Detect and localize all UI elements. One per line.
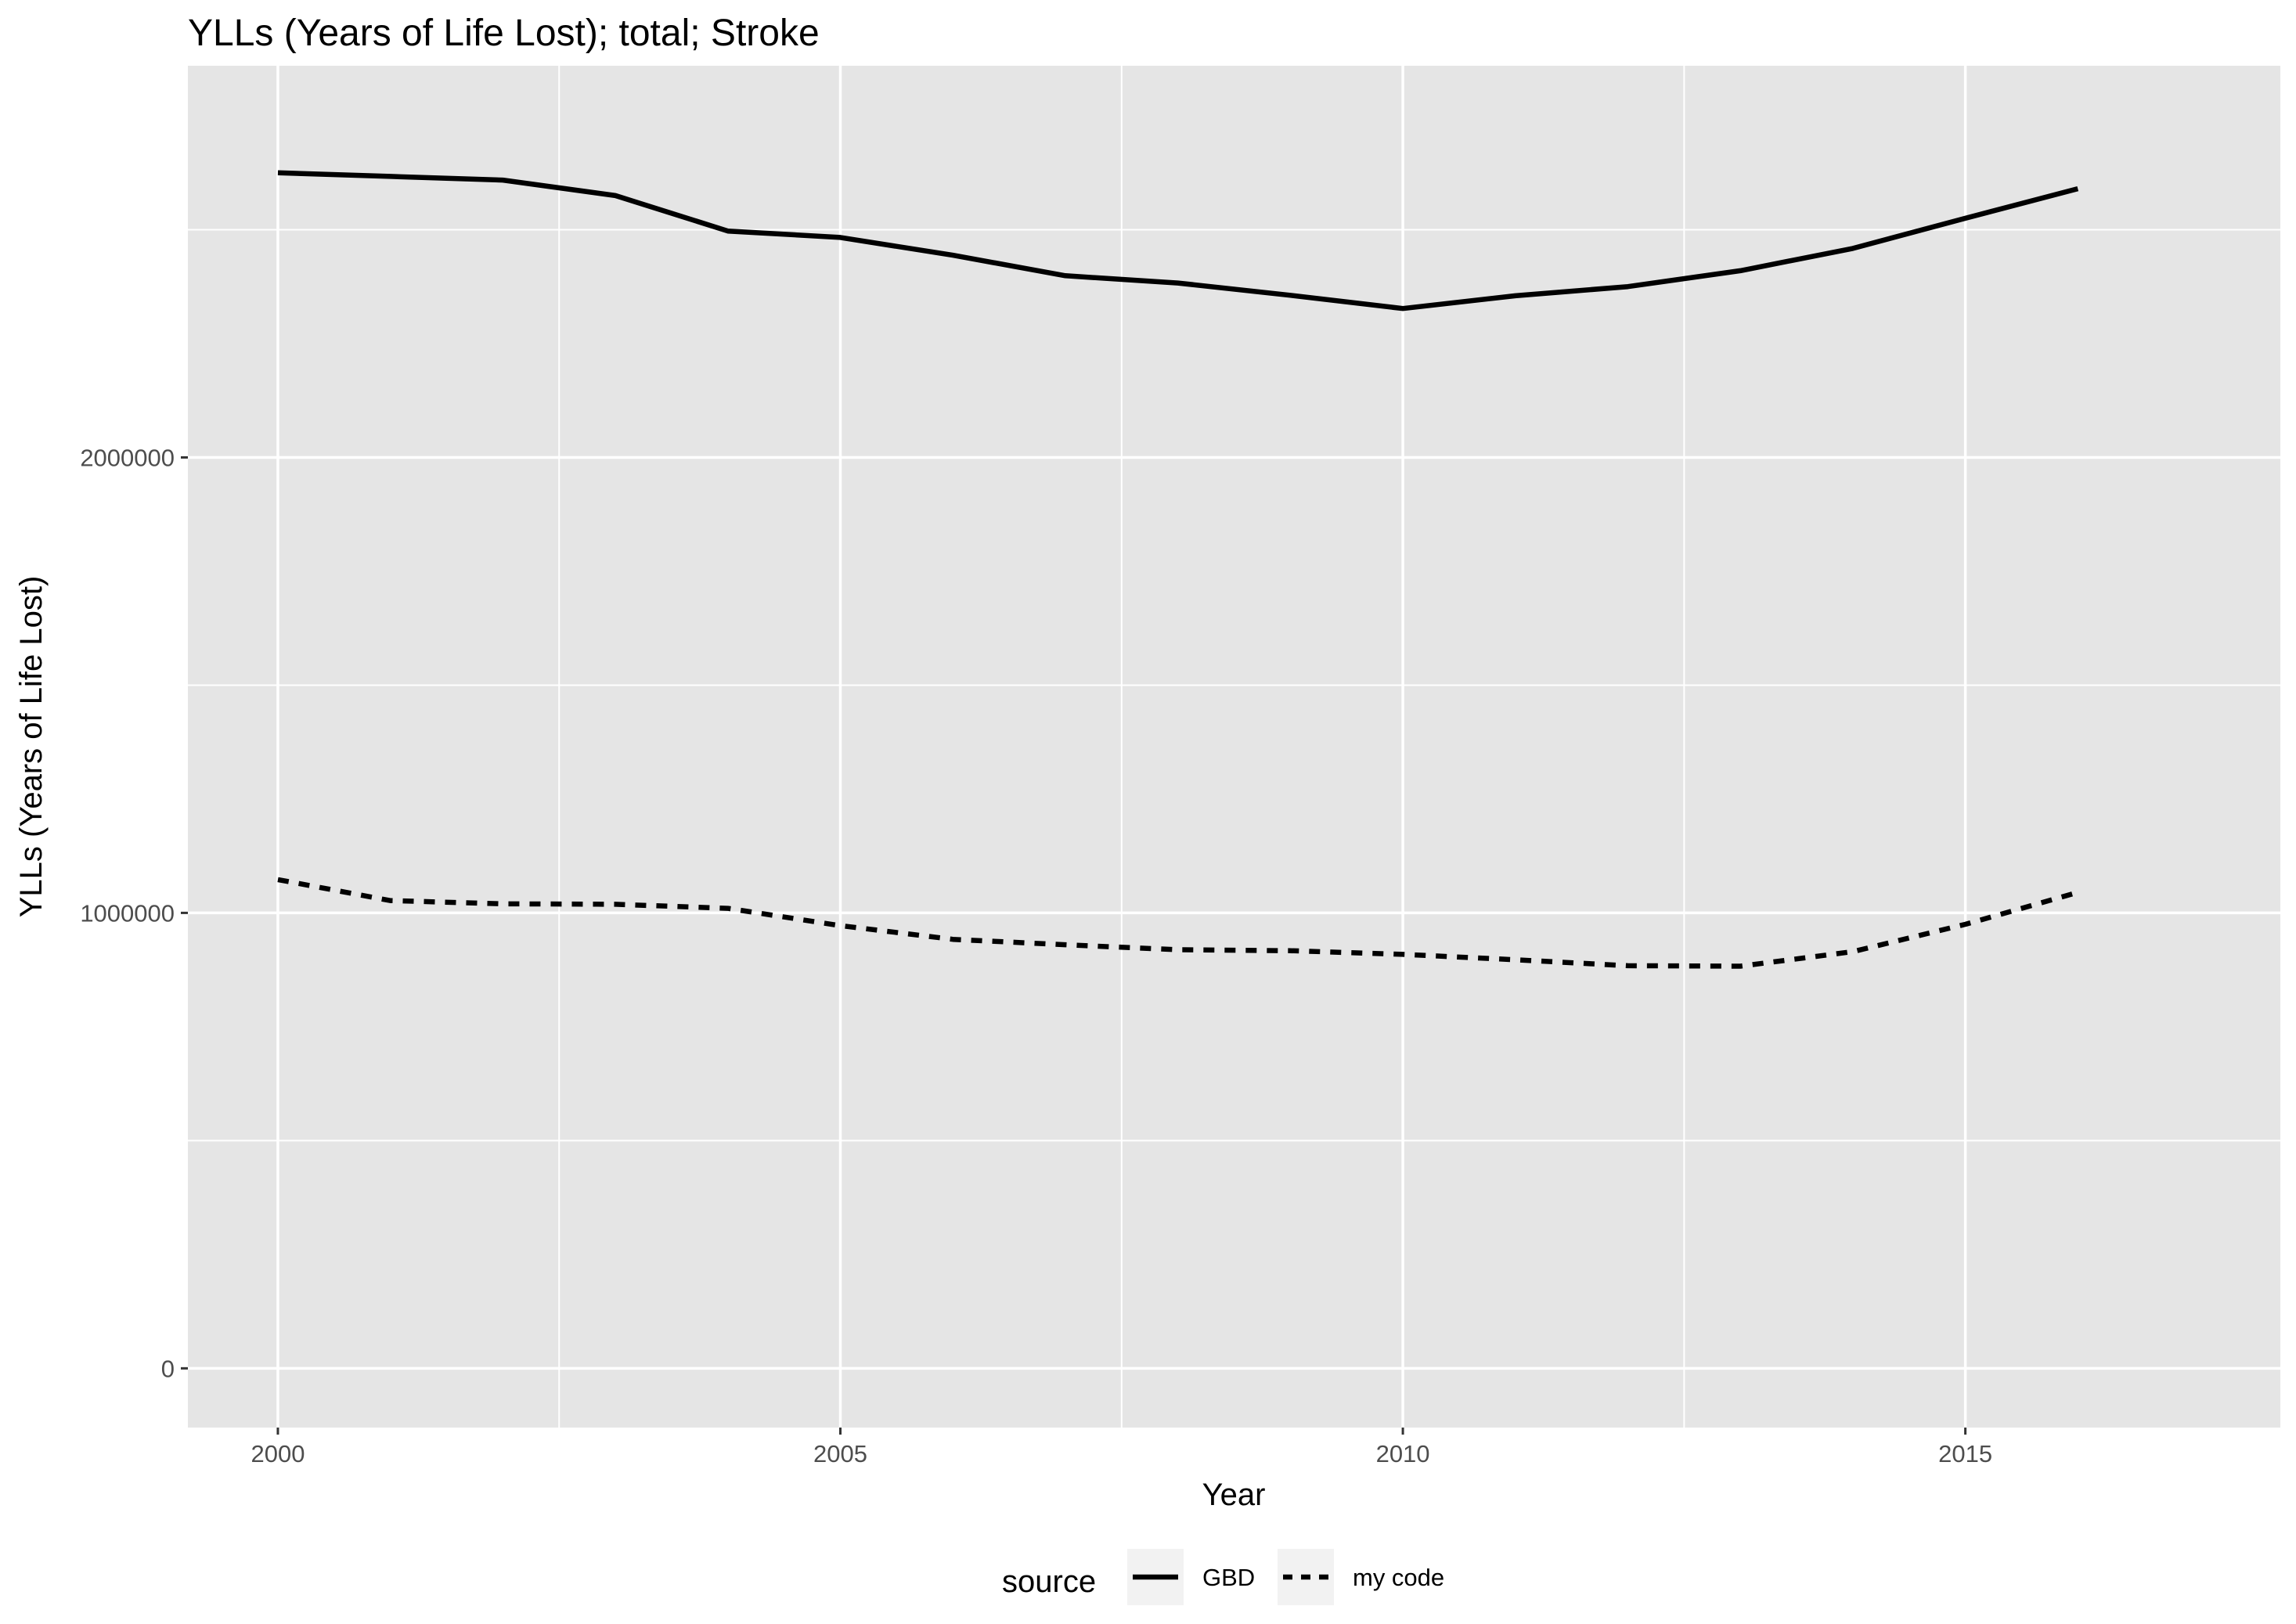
series-lines	[277, 170, 2079, 969]
x-tick-label: 2005	[813, 1440, 867, 1467]
grid-major	[188, 66, 2280, 1428]
legend-label-gbd: GBD	[1202, 1564, 1255, 1591]
x-axis-title: Year	[1202, 1478, 1266, 1512]
x-axis: 2000 2005 2010 2015	[251, 1428, 1992, 1467]
y-axis-title: YLLs (Years of Life Lost)	[14, 576, 49, 918]
legend-items: GBD my code	[1127, 1549, 1444, 1605]
series-line-gbd	[277, 170, 2079, 311]
x-tick-label: 2010	[1376, 1440, 1430, 1467]
legend-label-my-code: my code	[1353, 1564, 1444, 1591]
chart-title: YLLs (Years of Life Lost); total; Stroke	[188, 13, 820, 54]
y-tick-label: 1000000	[80, 899, 175, 927]
legend-title: source	[1002, 1565, 1096, 1599]
y-tick-label: 0	[161, 1355, 175, 1382]
plot-panel	[188, 66, 2280, 1428]
y-axis: 0 1000000 2000000	[80, 444, 188, 1382]
x-tick-label: 2015	[1938, 1440, 1992, 1467]
series-line-my-code	[277, 877, 2079, 969]
y-tick-label: 2000000	[80, 444, 175, 471]
legend: source GBD my code	[1002, 1549, 1444, 1605]
x-tick-label: 2000	[251, 1440, 305, 1467]
